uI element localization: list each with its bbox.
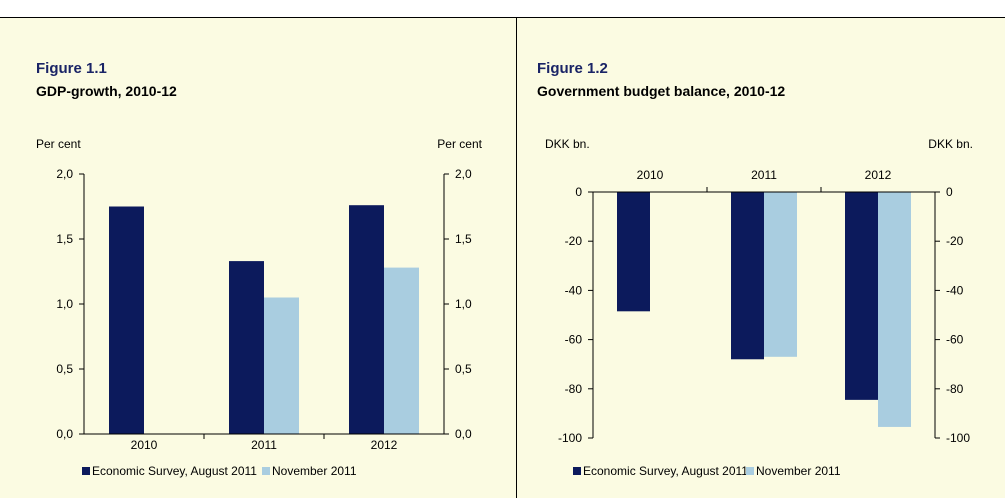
bar-august-2012 bbox=[845, 192, 878, 400]
figure-1-1-panel: Figure 1.1 GDP-growth, 2010-12 0,0 0,0 0,5… bbox=[0, 18, 516, 498]
left-unit-label: Per cent bbox=[36, 137, 81, 151]
legend-swatch-november bbox=[746, 467, 754, 475]
right-ytick-label: 1,5 bbox=[455, 232, 472, 246]
legend-swatch-november bbox=[262, 467, 270, 475]
bar-november-2012 bbox=[878, 192, 911, 427]
right-ytick-label: 2,0 bbox=[455, 167, 472, 181]
left-ytick-label: -80 bbox=[565, 382, 583, 396]
bar-august-2011 bbox=[229, 261, 264, 434]
category-label-2010: 2010 bbox=[131, 438, 158, 452]
left-ytick-label: 0,0 bbox=[56, 427, 73, 441]
legend-label-august: Economic Survey, August 2011 bbox=[92, 464, 257, 478]
bar-november-2011 bbox=[764, 192, 797, 357]
right-unit-label: Per cent bbox=[437, 137, 482, 151]
legend-swatch-august bbox=[573, 467, 581, 475]
left-unit-label: DKK bn. bbox=[545, 137, 590, 151]
right-ytick-label: -80 bbox=[946, 382, 964, 396]
category-label-2011: 2011 bbox=[751, 168, 777, 182]
left-ytick-label: 1,0 bbox=[56, 297, 73, 311]
right-ytick-label: 1,0 bbox=[455, 297, 472, 311]
figure-1-2-label: Figure 1.2 bbox=[537, 60, 608, 77]
bar-august-2011 bbox=[731, 192, 764, 360]
left-ytick-label: 1,5 bbox=[56, 232, 73, 246]
category-label-2010: 2010 bbox=[637, 168, 664, 182]
right-ytick-label: 0,5 bbox=[455, 362, 472, 376]
left-ytick-label: -60 bbox=[565, 333, 583, 347]
left-ytick-label: -100 bbox=[558, 431, 582, 445]
top-rule bbox=[0, 17, 1005, 18]
category-label-2012: 2012 bbox=[371, 438, 398, 452]
legend-label-november: November 2011 bbox=[756, 464, 841, 478]
right-ytick-label: 0 bbox=[946, 185, 953, 199]
bar-august-2010 bbox=[617, 192, 650, 312]
right-ytick-label: -20 bbox=[946, 234, 964, 248]
figure-1-1-label: Figure 1.1 bbox=[36, 60, 107, 77]
bar-august-2010 bbox=[109, 206, 144, 434]
category-label-2011: 2011 bbox=[251, 438, 277, 452]
figure-1-1-chart: 0,0 0,0 0,5 0,5 1,0 1,0 1,5 1,5 2,0 2,0 2010 2011 20… bbox=[36, 137, 483, 478]
bar-november-2011 bbox=[264, 297, 299, 434]
figure-1-2-panel: Figure 1.2 Government budget balance, 20… bbox=[517, 18, 1005, 498]
legend-label-november: November 2011 bbox=[272, 464, 357, 478]
legend-label-august: Economic Survey, August 2011 bbox=[583, 464, 748, 478]
panel-divider bbox=[516, 17, 517, 498]
right-ytick-label: -40 bbox=[946, 283, 964, 297]
right-ytick-label: -100 bbox=[946, 431, 970, 445]
left-ytick-label: 2,0 bbox=[56, 167, 73, 181]
left-ytick-label: 0,5 bbox=[56, 362, 73, 376]
right-unit-label: DKK bn. bbox=[928, 137, 973, 151]
bar-november-2012 bbox=[384, 267, 419, 434]
left-ytick-label: 0 bbox=[575, 185, 582, 199]
figure-1-2-chart: 0 0 -20 -20 -40 -40 -60 -60 -80 -80 -100 -100 2010 20… bbox=[545, 137, 973, 478]
right-ytick-label: -60 bbox=[946, 333, 964, 347]
figure-1-2-title: Government budget balance, 2010-12 bbox=[537, 83, 786, 99]
right-ytick-label: 0,0 bbox=[455, 427, 472, 441]
left-ytick-label: -20 bbox=[565, 234, 583, 248]
legend-swatch-august bbox=[82, 467, 90, 475]
bar-august-2012 bbox=[349, 205, 384, 434]
category-label-2012: 2012 bbox=[865, 168, 892, 182]
figure-1-1-title: GDP-growth, 2010-12 bbox=[36, 83, 177, 99]
left-ytick-label: -40 bbox=[565, 283, 583, 297]
